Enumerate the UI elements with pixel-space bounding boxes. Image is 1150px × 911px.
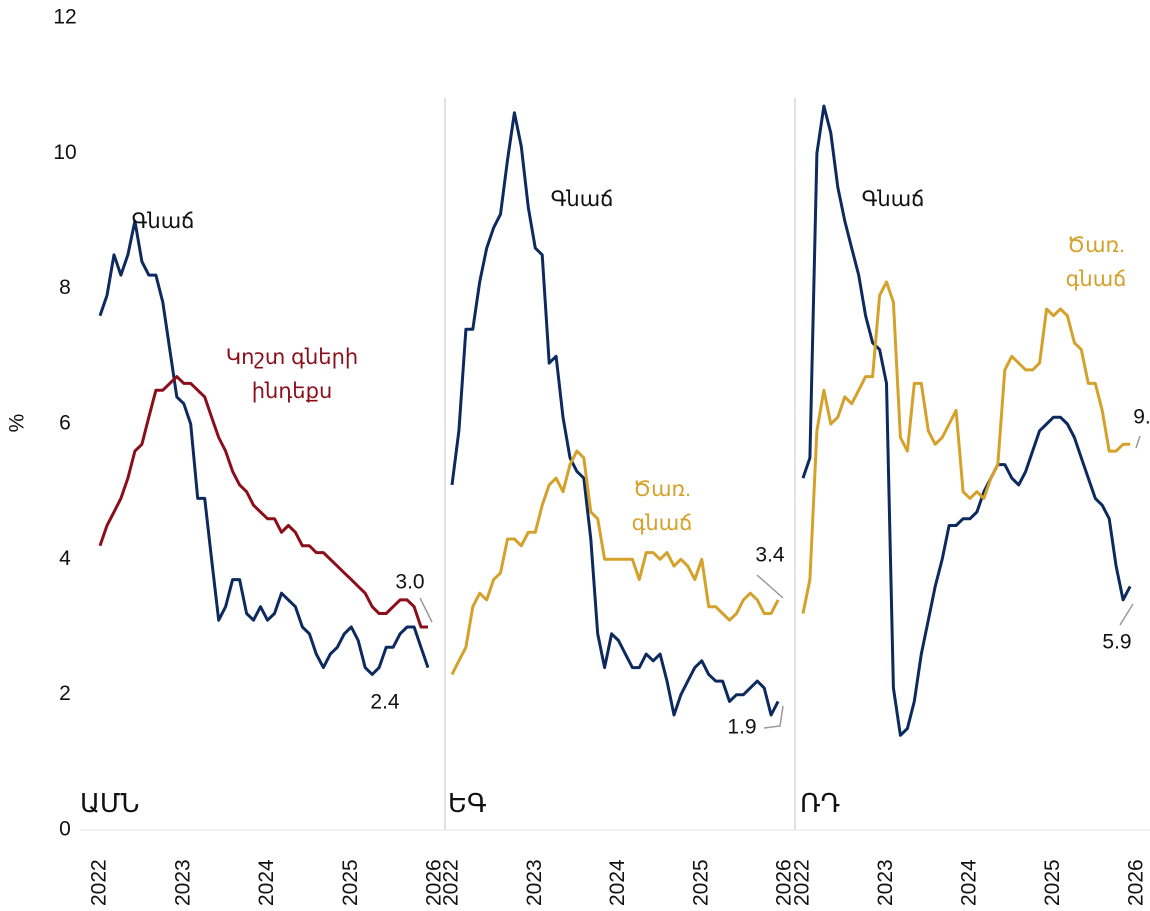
end-label: 1.9 <box>727 716 756 739</box>
x-tick-label: 2024 <box>255 859 278 906</box>
x-tick-label: 2026 <box>773 859 796 906</box>
leader-line <box>419 597 433 623</box>
y-axis-label: % <box>6 414 29 433</box>
series-label: Գնաճ <box>550 188 614 211</box>
x-tick-label: 2025 <box>689 859 712 906</box>
y-tick-label: 12 <box>53 6 76 29</box>
x-tick-label: 2023 <box>874 859 897 906</box>
y-tick-label: 10 <box>53 141 76 164</box>
series-line <box>98 219 430 676</box>
leader-line <box>763 705 784 729</box>
x-tick-label: 2022 <box>440 859 463 906</box>
x-tick-label: 2026 <box>423 859 446 906</box>
y-tick-label: 6 <box>59 412 71 435</box>
x-tick-label: 2026 <box>1125 859 1148 906</box>
x-tick-label: 2024 <box>606 859 629 906</box>
x-tick-label: 2023 <box>523 859 546 906</box>
x-tick-label: 2025 <box>1041 859 1064 906</box>
leader-line <box>1135 435 1141 449</box>
series-label: Ծառ. գնաճ <box>631 478 693 535</box>
series-line <box>450 111 780 717</box>
y-tick-label: 4 <box>59 547 71 570</box>
panel-title: ԵԳ <box>448 788 487 818</box>
series-label: Գնաճ <box>861 188 925 211</box>
series-label: Ծառ. գնաճ <box>1065 234 1127 291</box>
leader-line <box>756 574 784 599</box>
end-label: 9. <box>1133 406 1150 429</box>
leader-line <box>1119 603 1134 626</box>
series-line <box>98 375 428 629</box>
y-tick-label: 8 <box>59 276 71 299</box>
x-tick-label: 2023 <box>171 859 194 906</box>
panel-title: ԱՄՆ <box>80 788 139 818</box>
series-label: Գնաճ <box>131 210 195 233</box>
series-line <box>801 104 1132 737</box>
y-tick-label: 2 <box>59 682 71 705</box>
end-label: 5.9 <box>1102 631 1131 654</box>
series-label: Կոշտ գների ինդեքս <box>225 346 359 403</box>
end-label: 3.0 <box>395 571 424 594</box>
x-tick-label: 2025 <box>339 859 362 906</box>
x-tick-label: 2022 <box>88 859 111 906</box>
series-line <box>801 280 1131 614</box>
series-line <box>450 449 780 676</box>
y-tick-label: 0 <box>59 818 71 841</box>
end-label: 2.4 <box>370 691 400 714</box>
x-tick-label: 2022 <box>791 859 814 906</box>
x-tick-label: 2024 <box>958 859 981 906</box>
panel-title: ՌԴ <box>800 788 840 818</box>
end-label: 3.4 <box>755 544 785 567</box>
